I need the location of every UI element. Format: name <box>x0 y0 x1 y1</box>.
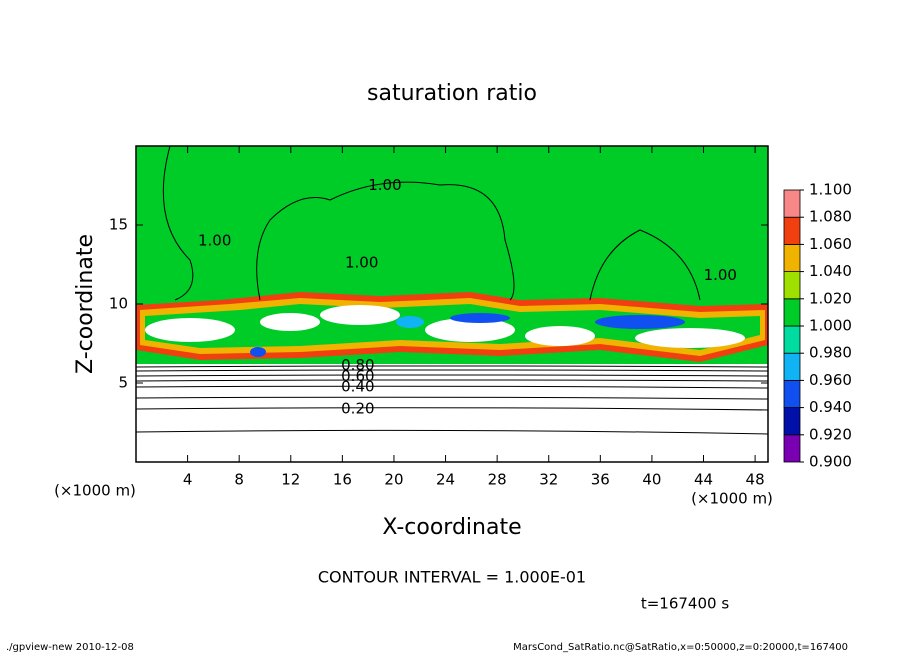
contour-label: 1.00 <box>198 231 231 249</box>
footer-right: MarsCond_SatRatio.nc@SatRatio,x=0:50000,… <box>513 642 848 653</box>
colorbar-cell <box>783 189 801 218</box>
y-tick-label: 5 <box>118 374 128 392</box>
x-tick-label: 12 <box>281 471 300 489</box>
contour-label: 1.00 <box>345 253 378 271</box>
colorbar-cell <box>783 407 801 436</box>
x-axis-label: X-coordinate <box>382 515 521 540</box>
field-fill <box>136 364 768 462</box>
colorbar-label: 0.960 <box>809 371 852 389</box>
field-fill <box>635 328 745 348</box>
x-tick-label: 48 <box>746 471 765 489</box>
colorbar-label: 0.940 <box>809 398 852 416</box>
footer-left: ./gpview-new 2010-12-08 <box>6 642 134 653</box>
colorbar-label: 1.040 <box>809 262 852 280</box>
field-fill <box>425 318 515 342</box>
colorbar-label: 1.000 <box>809 317 852 335</box>
colorbar-cell <box>783 271 801 300</box>
colorbar-cell <box>783 325 801 354</box>
field-fill <box>320 305 400 325</box>
field-fill <box>260 313 320 331</box>
x-unit: (×1000 m) <box>691 490 773 508</box>
colorbar-label: 0.920 <box>809 425 852 443</box>
x-tick-label: 32 <box>539 471 558 489</box>
contour-label: 1.00 <box>704 266 737 284</box>
field-fill <box>250 347 266 357</box>
y-axis-label: Z-coordinate <box>73 234 98 374</box>
colorbar-cell <box>783 379 801 408</box>
colorbar-label: 0.900 <box>809 453 852 471</box>
x-tick-label: 36 <box>591 471 610 489</box>
x-tick-label: 44 <box>694 471 713 489</box>
colorbar-cell <box>783 434 801 463</box>
colorbar-label: 0.980 <box>809 344 852 362</box>
contour-interval: CONTOUR INTERVAL = 1.000E-01 <box>318 568 586 587</box>
colorbar-label: 1.020 <box>809 289 852 307</box>
x-tick-label: 16 <box>333 471 352 489</box>
contour-label: 0.40 <box>341 377 374 395</box>
colorbar-label: 1.080 <box>809 208 852 226</box>
x-tick-label: 28 <box>488 471 507 489</box>
field-fill <box>525 326 595 346</box>
colorbar-cell <box>783 216 801 245</box>
field-fill <box>396 316 424 328</box>
field-fill <box>450 313 510 323</box>
field <box>135 145 769 462</box>
y-tick-label: 10 <box>109 295 128 313</box>
contour-label: 0.80 <box>341 356 374 374</box>
x-tick-label: 20 <box>384 471 403 489</box>
colorbar-cell <box>783 352 801 381</box>
colorbar-cell <box>783 243 801 272</box>
colorbar-label: 1.060 <box>809 235 852 253</box>
colorbar-label: 1.100 <box>809 181 852 199</box>
colorbar-cell <box>783 298 801 327</box>
chart-title: saturation ratio <box>367 81 537 106</box>
contour-lines <box>135 145 769 435</box>
x-tick-label: 24 <box>436 471 455 489</box>
field-fill <box>595 315 685 329</box>
field-fill <box>145 318 235 342</box>
y-unit: (×1000 m) <box>54 482 136 500</box>
contour-label: 0.60 <box>341 367 374 385</box>
contour-label: 1.00 <box>368 176 401 194</box>
contour-label: 0.20 <box>341 400 374 418</box>
x-tick-label: 8 <box>234 471 244 489</box>
x-tick-label: 4 <box>183 471 193 489</box>
y-tick-label: 15 <box>109 216 128 234</box>
time-label: t=167400 s <box>641 595 729 613</box>
x-tick-label: 40 <box>642 471 661 489</box>
